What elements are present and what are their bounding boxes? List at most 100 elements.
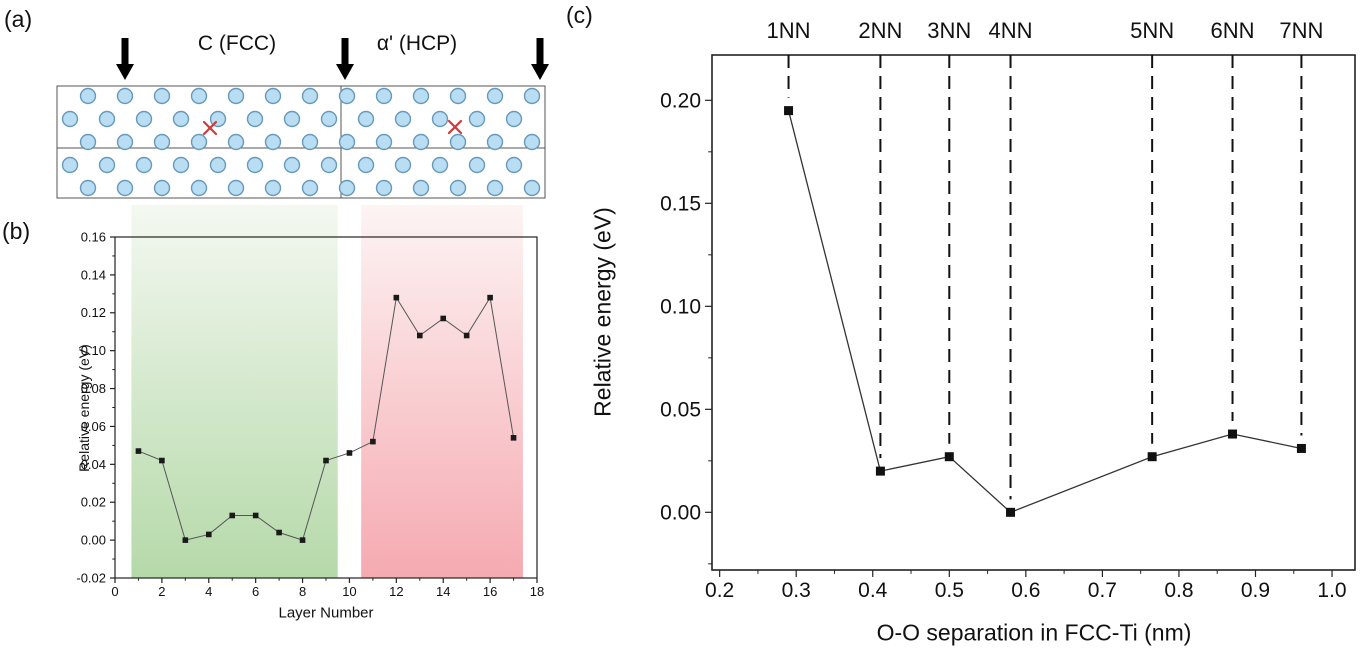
y-tick-label: 0.06 — [81, 419, 106, 434]
atom — [135, 110, 153, 128]
y-tick-label: 0.10 — [660, 295, 701, 318]
slab-outline — [56, 85, 546, 199]
oo-separation-chart: 0.2 0.3 0.4 0.5 0.6 0.7 0.8 0.9 1.0 0.20 0.15 0.10 0… — [660, 18, 1356, 602]
atom — [209, 156, 227, 174]
atom — [135, 156, 153, 174]
y-tick-label: 0.02 — [81, 495, 106, 510]
atom — [523, 87, 541, 105]
data-point — [370, 438, 376, 445]
atom — [190, 87, 208, 105]
atom — [357, 110, 375, 128]
crystal-structure-diagram — [56, 38, 549, 199]
atom — [227, 133, 245, 151]
y-tick-label: 0.16 — [81, 229, 106, 244]
nn-label: 6NN — [1211, 18, 1255, 43]
x-tick-label: 0.5 — [935, 579, 964, 602]
x-tick-label: 0.7 — [1088, 579, 1117, 602]
atom — [116, 133, 134, 151]
panel-b-x-axis-title: Layer Number — [278, 604, 374, 622]
atom — [301, 133, 319, 151]
atom — [246, 110, 264, 128]
data-point — [205, 531, 212, 538]
down-arrow-icon — [531, 64, 549, 80]
x-tick-label: 0 — [111, 584, 118, 599]
atom — [338, 87, 356, 105]
data-point — [159, 457, 165, 464]
atom — [523, 179, 541, 197]
atom — [79, 87, 97, 105]
atom — [264, 87, 282, 105]
y-tick-label: -0.02 — [76, 570, 106, 585]
atom — [190, 133, 208, 151]
atom — [412, 87, 430, 105]
interstitial-site-marker — [202, 120, 218, 136]
panel-c-y-axis-title: Relative energy (eV) — [589, 207, 616, 417]
plot-frame — [711, 54, 1356, 571]
data-point — [440, 315, 447, 322]
panel-c-x-axis-title: O-O separation in FCC-Ti (nm) — [876, 619, 1192, 646]
atom — [246, 156, 264, 174]
atom — [153, 87, 171, 105]
data-point — [182, 537, 189, 543]
nn-label: 1NN — [767, 18, 811, 43]
phase-shaded-region — [131, 205, 338, 578]
data-point — [1296, 443, 1306, 453]
x-tick-label: 10 — [342, 584, 356, 599]
nn-label: 7NN — [1279, 18, 1323, 43]
nn-label: 3NN — [927, 18, 971, 43]
data-point — [252, 512, 259, 519]
x-tick-label: 1.0 — [1317, 579, 1346, 602]
atom — [505, 110, 523, 128]
y-tick-label: 0.10 — [81, 343, 106, 358]
y-tick-label: 0.04 — [81, 457, 106, 472]
data-point — [299, 537, 306, 543]
x-tick-label: 0.2 — [705, 579, 734, 602]
x-tick-label: 12 — [389, 584, 403, 599]
x-tick-label: 2 — [158, 584, 165, 599]
data-point — [276, 529, 282, 536]
interstitial-site-marker — [447, 119, 463, 135]
atom — [172, 110, 190, 128]
data-point — [393, 294, 400, 301]
x-tick-label: 4 — [205, 584, 212, 599]
atom — [468, 156, 486, 174]
y-tick-label: 0.00 — [81, 533, 106, 548]
atom — [338, 179, 356, 197]
atom — [79, 133, 97, 151]
layer-energy-chart: 0 2 4 6 8 10 12 14 16 18 0.16 0.14 0.12 0.10 0.08 0.06 0… — [76, 205, 544, 599]
atom — [523, 133, 541, 151]
atom — [486, 179, 504, 197]
x-tick-label: 8 — [299, 584, 306, 599]
atom — [116, 87, 134, 105]
phase-shaded-region — [361, 205, 523, 578]
atom — [449, 179, 467, 197]
atom — [375, 179, 393, 197]
data-line — [787, 110, 1302, 514]
atom — [301, 179, 319, 197]
panel-a-label: (a) — [4, 6, 33, 32]
nn-label: 2NN — [858, 18, 902, 43]
atom — [412, 179, 430, 197]
atom — [153, 133, 171, 151]
data-point — [875, 466, 885, 476]
data-point — [323, 457, 329, 464]
x-tick-label: 16 — [483, 584, 497, 599]
x-tick-label: 0.6 — [1011, 579, 1040, 602]
y-tick-label: 0.20 — [660, 89, 701, 112]
interstitial-site-marker — [202, 120, 218, 136]
nn-label: 4NN — [989, 18, 1033, 43]
x-tick-label: 0.9 — [1241, 579, 1270, 602]
atom — [79, 179, 97, 197]
atom — [172, 156, 190, 174]
data-point — [510, 435, 517, 441]
data-point — [784, 106, 794, 116]
data-point — [416, 332, 423, 339]
x-tick-label: 6 — [252, 584, 259, 599]
region-label-hcp: α' (HCP) — [376, 32, 458, 55]
atom — [375, 87, 393, 105]
atom — [357, 156, 375, 174]
data-point — [346, 450, 353, 456]
atom — [116, 179, 134, 197]
atom — [449, 87, 467, 105]
y-tick-label: 0.12 — [81, 305, 106, 320]
